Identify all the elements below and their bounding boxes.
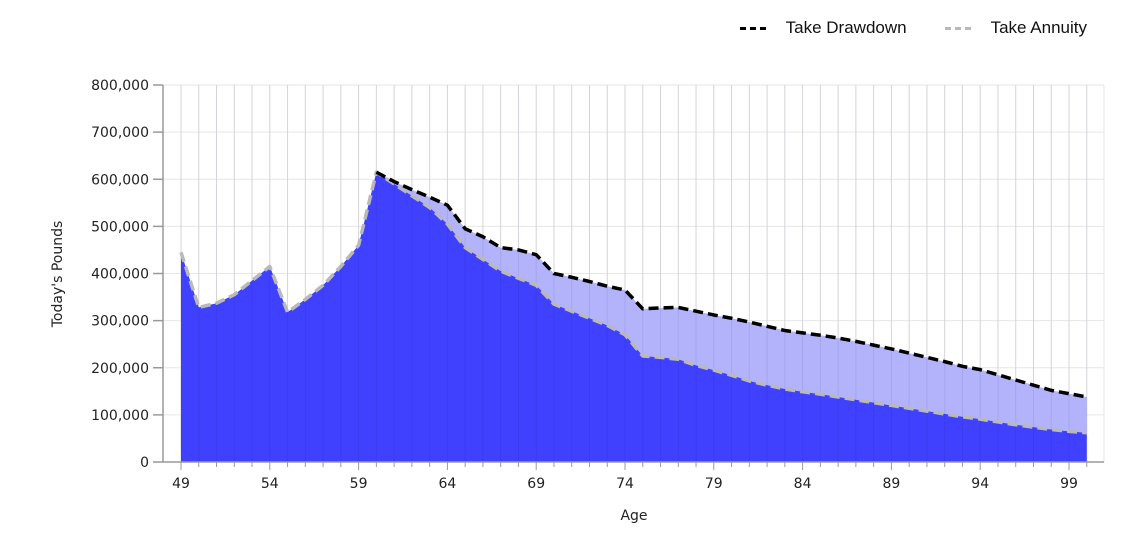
legend: Take Drawdown Take Annuity bbox=[702, 18, 1087, 38]
x-tick-label: 79 bbox=[705, 476, 723, 492]
x-tick-label: 69 bbox=[527, 476, 545, 492]
x-tick-label: 94 bbox=[971, 476, 989, 492]
x-tick-label: 99 bbox=[1060, 476, 1078, 492]
y-tick-label: 800,000 bbox=[91, 78, 149, 94]
legend-item-annuity[interactable]: Take Annuity bbox=[944, 18, 1087, 38]
y-axis-label: Today's Pounds bbox=[50, 221, 66, 329]
x-tick-label: 54 bbox=[261, 476, 279, 492]
y-tick-label: 600,000 bbox=[91, 172, 149, 188]
x-tick-label: 74 bbox=[616, 476, 634, 492]
x-tick-label: 59 bbox=[350, 476, 368, 492]
x-tick-label: 89 bbox=[882, 476, 900, 492]
y-tick-label: 0 bbox=[140, 455, 149, 471]
line-series bbox=[179, 170, 1088, 435]
dashed-line-black-icon bbox=[739, 26, 766, 30]
x-axis-label: Age bbox=[620, 508, 647, 524]
x-tick-label: 84 bbox=[794, 476, 812, 492]
x-tick-label: 49 bbox=[172, 476, 190, 492]
y-tick-label: 300,000 bbox=[91, 314, 149, 330]
dashed-line-grey-icon bbox=[944, 26, 971, 30]
y-tick-label: 400,000 bbox=[91, 267, 149, 283]
y-tick-label: 500,000 bbox=[91, 219, 149, 235]
y-tick-label: 700,000 bbox=[91, 125, 149, 141]
legend-label: Take Annuity bbox=[990, 18, 1087, 37]
axes: 0 100,000 200,000 300,000 400,000 500,000 600,… bbox=[91, 78, 1104, 492]
y-tick-label: 200,000 bbox=[91, 361, 149, 377]
y-tick-label: 100,000 bbox=[91, 408, 149, 424]
area-series bbox=[180, 85, 1088, 462]
legend-item-drawdown[interactable]: Take Drawdown bbox=[739, 18, 907, 38]
legend-label: Take Drawdown bbox=[785, 18, 907, 37]
x-tick-label: 64 bbox=[438, 476, 456, 492]
